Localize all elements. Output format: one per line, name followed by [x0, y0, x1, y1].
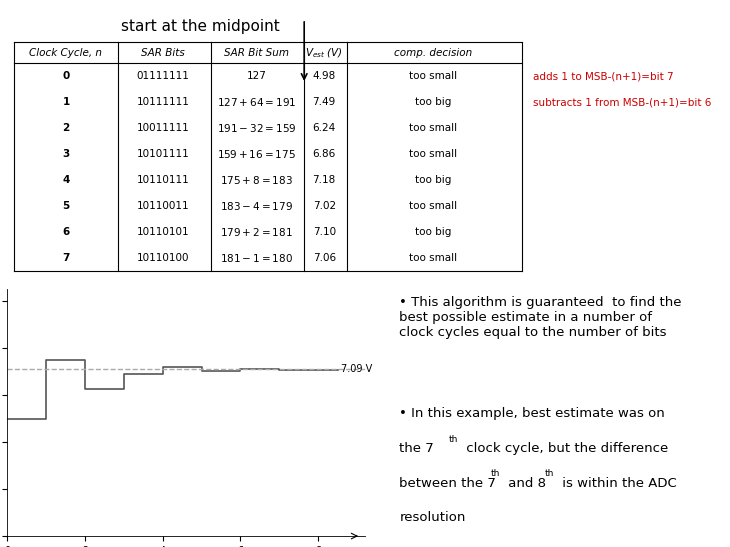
Text: 4: 4 — [62, 175, 69, 185]
Text: and 8: and 8 — [504, 476, 546, 490]
Text: too big: too big — [415, 97, 451, 107]
Text: 01111111: 01111111 — [137, 71, 190, 81]
Text: • This algorithm is guaranteed  to find the
best possible estimate in a number o: • This algorithm is guaranteed to find t… — [399, 296, 682, 339]
Text: 127: 127 — [246, 71, 266, 81]
Text: 10110100: 10110100 — [137, 253, 190, 263]
Text: SAR Bit Sum: SAR Bit Sum — [224, 48, 289, 58]
Text: th: th — [491, 469, 500, 478]
Text: th: th — [449, 435, 458, 444]
Text: 7.09 V: 7.09 V — [342, 364, 373, 374]
Text: SAR Bits: SAR Bits — [142, 48, 185, 58]
Text: 7.49: 7.49 — [312, 97, 336, 107]
Text: $159+16=175$: $159+16=175$ — [217, 148, 296, 160]
Text: between the 7: between the 7 — [399, 476, 496, 490]
Text: 7.18: 7.18 — [312, 175, 336, 185]
Text: 10111111: 10111111 — [137, 97, 190, 107]
Text: $127+64=191$: $127+64=191$ — [217, 96, 296, 108]
Text: the 7: the 7 — [399, 442, 434, 455]
Text: resolution: resolution — [399, 511, 466, 525]
Text: 5: 5 — [62, 201, 69, 211]
Text: 10101111: 10101111 — [137, 149, 190, 159]
Text: too big: too big — [415, 227, 451, 237]
Text: too small: too small — [409, 71, 457, 81]
Text: comp. decision: comp. decision — [394, 48, 472, 58]
Text: is within the ADC: is within the ADC — [558, 476, 676, 490]
Text: 3: 3 — [62, 149, 69, 159]
Text: $191-32=159$: $191-32=159$ — [217, 122, 296, 134]
Text: 0: 0 — [62, 71, 69, 81]
Text: th: th — [545, 469, 554, 478]
Text: • In this example, best estimate was on: • In this example, best estimate was on — [399, 408, 665, 421]
Text: 7.02: 7.02 — [312, 201, 336, 211]
Text: $179+2=181$: $179+2=181$ — [220, 226, 293, 238]
Text: 6.24: 6.24 — [312, 123, 336, 133]
Text: 7.10: 7.10 — [312, 227, 336, 237]
Text: 6: 6 — [62, 227, 69, 237]
Text: $V_{est}$ (V): $V_{est}$ (V) — [305, 46, 343, 60]
Text: too small: too small — [409, 149, 457, 159]
Text: 10011111: 10011111 — [137, 123, 190, 133]
Text: Clock Cycle, n: Clock Cycle, n — [29, 48, 102, 58]
Text: $183-4=179$: $183-4=179$ — [220, 200, 293, 212]
Text: 7: 7 — [62, 253, 69, 263]
Text: $175+8=183$: $175+8=183$ — [220, 174, 293, 186]
Text: 4.98: 4.98 — [312, 71, 336, 81]
Text: start at the midpoint: start at the midpoint — [121, 19, 280, 34]
Text: 10110011: 10110011 — [137, 201, 190, 211]
Text: too big: too big — [415, 175, 451, 185]
Text: clock cycle, but the difference: clock cycle, but the difference — [462, 442, 669, 455]
Text: 6.86: 6.86 — [312, 149, 336, 159]
Text: 10110101: 10110101 — [137, 227, 190, 237]
Text: too small: too small — [409, 253, 457, 263]
Text: adds 1 to MSB-(n+1)=bit 7: adds 1 to MSB-(n+1)=bit 7 — [533, 71, 674, 81]
Text: subtracts 1 from MSB-(n+1)=bit 6: subtracts 1 from MSB-(n+1)=bit 6 — [533, 97, 712, 107]
Text: $181-1=180$: $181-1=180$ — [220, 252, 293, 264]
Text: 1: 1 — [62, 97, 69, 107]
Text: too small: too small — [409, 201, 457, 211]
Text: 7.06: 7.06 — [312, 253, 336, 263]
Text: too small: too small — [409, 123, 457, 133]
Text: 2: 2 — [62, 123, 69, 133]
Text: 10110111: 10110111 — [137, 175, 190, 185]
